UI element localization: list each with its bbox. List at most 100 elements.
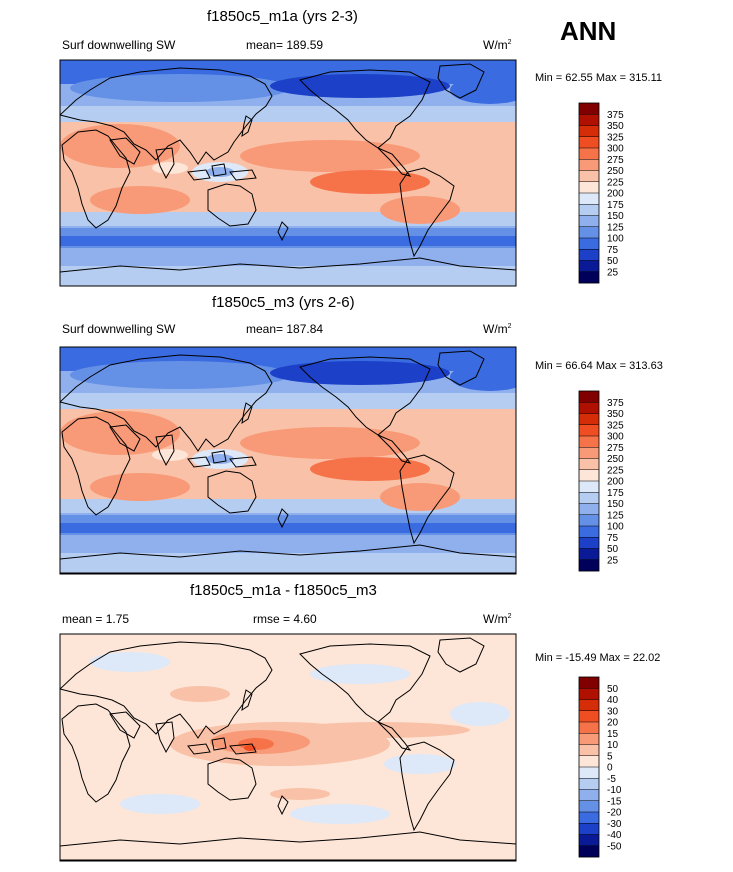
- colorbar-tick-label: 350: [607, 121, 624, 132]
- colorbar-tick-label: 10: [607, 740, 619, 751]
- panel3-units-label: W/m2: [483, 612, 512, 626]
- map2-frame: [59, 346, 517, 575]
- map1-field: [60, 60, 516, 286]
- colorbar-box: [579, 778, 599, 790]
- colorbar-tick-label: 30: [607, 706, 619, 717]
- panel1-units-label: W/m2: [483, 38, 512, 52]
- colorbar-box: [579, 159, 599, 171]
- colorbar-box: [579, 413, 599, 426]
- colorbar-tick-label: 25: [607, 267, 619, 278]
- colorbar-box: [579, 688, 599, 700]
- colorbar-tick-label: 75: [607, 245, 619, 256]
- colorbar-box: [579, 823, 599, 835]
- colorbar-box: [579, 845, 599, 858]
- colorbar-tick-label: 50: [607, 544, 619, 555]
- colorbar-tick-label: 175: [607, 488, 624, 499]
- panel3-minmax: Min = -15.49 Max = 22.02: [535, 652, 661, 664]
- colorbar-tick-label: 275: [607, 155, 624, 166]
- colorbar-tick-label: 200: [607, 189, 624, 200]
- panel1-variable-label: Surf downwelling SW: [62, 38, 176, 52]
- colorbar-box: [579, 249, 599, 261]
- colorbar-tick-label: 0: [607, 763, 613, 774]
- colorbar-box: [579, 677, 599, 689]
- colorbar-box: [579, 834, 599, 847]
- colorbar-box: [579, 789, 599, 802]
- colorbar-tick-label: 40: [607, 695, 619, 706]
- colorbar-tick-label: 250: [607, 166, 624, 177]
- colorbar-tick-label: 20: [607, 718, 619, 729]
- colorbar-box: [579, 559, 599, 572]
- colorbar-panel1: 3753503253002752502252001751501251007550…: [578, 102, 624, 284]
- colorbar-box: [579, 481, 599, 493]
- colorbar-box: [579, 767, 599, 779]
- season-label: ANN: [560, 16, 617, 46]
- colorbar-tick-label: -40: [607, 830, 622, 841]
- panel2-units-label: W/m2: [483, 322, 512, 336]
- colorbar-box: [579, 148, 599, 160]
- colorbar-box: [579, 526, 599, 538]
- colorbar-box: [579, 722, 599, 734]
- colorbar-tick-label: -30: [607, 819, 622, 830]
- colorbar-box: [579, 447, 599, 459]
- colorbar-box: [579, 458, 599, 471]
- map2-field: [60, 347, 516, 574]
- colorbar-box: [579, 537, 599, 549]
- colorbar-tick-label: 50: [607, 684, 619, 695]
- colorbar-box: [579, 492, 599, 504]
- colorbar-box: [579, 800, 599, 813]
- panel2-variable-label: Surf downwelling SW: [62, 322, 176, 336]
- colorbar-box: [579, 170, 599, 183]
- colorbar-tick-label: -20: [607, 808, 622, 819]
- panel3-mean-label: mean = 1.75: [62, 612, 130, 626]
- colorbar-box: [579, 271, 599, 284]
- colorbar-tick-label: 375: [607, 398, 624, 409]
- colorbar-tick-label: 100: [607, 522, 624, 533]
- colorbar-box: [579, 181, 599, 194]
- colorbar-tick-label: -50: [607, 841, 622, 852]
- colorbar-tick-label: 200: [607, 477, 624, 488]
- colorbar-box: [579, 812, 599, 824]
- colorbar-tick-label: 25: [607, 555, 619, 566]
- colorbar-tick-label: 125: [607, 222, 624, 233]
- colorbar-box: [579, 125, 599, 138]
- colorbar-tick-label: 175: [607, 200, 624, 211]
- colorbar-box: [579, 226, 599, 239]
- colorbar-tick-label: 250: [607, 454, 624, 465]
- map3-field: [60, 634, 516, 861]
- colorbar-tick-label: 5: [607, 751, 613, 762]
- colorbar-box: [579, 755, 599, 768]
- colorbar-tick-label: 350: [607, 409, 624, 420]
- colorbar-box: [579, 260, 599, 273]
- colorbar-tick-label: 15: [607, 729, 619, 740]
- colorbar-box: [579, 204, 599, 216]
- map1-frame: [59, 59, 517, 287]
- colorbar-tick-label: 325: [607, 132, 624, 143]
- colorbar-box: [579, 193, 599, 205]
- colorbar-tick-label: 100: [607, 234, 624, 245]
- panel3-title: f1850c5_m1a - f1850c5_m3: [190, 582, 377, 599]
- map3-frame: [59, 633, 517, 862]
- colorbar-box: [579, 103, 599, 115]
- colorbar-box: [579, 114, 599, 126]
- colorbar-tick-label: -5: [607, 774, 616, 785]
- colorbar-box: [579, 514, 599, 527]
- panel2-minmax: Min = 66.64 Max = 313.63: [535, 360, 663, 372]
- colorbar-box: [579, 391, 599, 403]
- colorbar-tick-label: 75: [607, 533, 619, 544]
- colorbar-box: [579, 215, 599, 228]
- colorbar-box: [579, 402, 599, 414]
- colorbar-box: [579, 548, 599, 561]
- colorbar-tick-label: 150: [607, 211, 624, 222]
- colorbar-tick-label: 300: [607, 432, 624, 443]
- colorbar-tick-label: 275: [607, 443, 624, 454]
- colorbar-box: [579, 744, 599, 757]
- colorbar-tick-label: 325: [607, 420, 624, 431]
- panel2-mean-label: mean= 187.84: [246, 322, 324, 336]
- colorbar-box: [579, 733, 599, 745]
- colorbar-tick-label: -10: [607, 785, 622, 796]
- colorbar-box: [579, 238, 599, 250]
- colorbar-box: [579, 424, 599, 437]
- colorbar-tick-label: 50: [607, 256, 619, 267]
